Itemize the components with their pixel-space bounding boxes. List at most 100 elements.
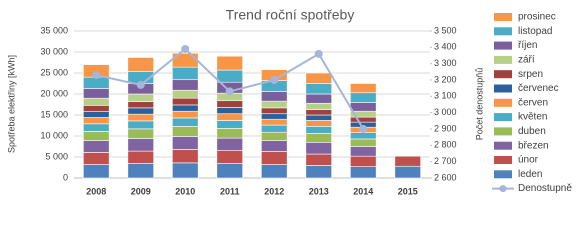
line-marker (136, 80, 145, 89)
y2-tick-label: 2 800 (434, 140, 457, 150)
line-marker (92, 71, 101, 80)
x-tick-label: 2008 (86, 186, 106, 196)
bar-segment (83, 117, 110, 125)
bar-segment (127, 101, 154, 109)
bar-segment (172, 89, 199, 99)
x-tick-label: 2011 (220, 186, 240, 196)
bar-segment (305, 126, 332, 134)
legend-label: červen (518, 97, 548, 108)
bar-segment (172, 66, 199, 81)
bar-segment (172, 126, 199, 137)
bar-segment (261, 91, 288, 102)
bar-segment (305, 142, 332, 155)
bar-segment (350, 83, 377, 94)
bar-segment (172, 136, 199, 150)
bar-segment (83, 105, 110, 112)
bar-segment (127, 150, 154, 164)
legend-swatch (494, 41, 512, 50)
x-tick-label: 2010 (175, 186, 195, 196)
bar-segment (350, 102, 377, 112)
y-tick-label: 35 000 (40, 25, 68, 35)
bar-segment (216, 55, 243, 71)
bar-segment (83, 111, 110, 118)
line-marker (270, 76, 279, 84)
bar-segment (261, 124, 288, 133)
bar-segment (216, 128, 243, 139)
bar-segment (127, 93, 154, 102)
bar-segment (350, 132, 377, 140)
x-tick-label: 2015 (398, 186, 418, 196)
legend-swatch (494, 70, 512, 79)
y2-tick-label: 2 900 (434, 123, 457, 133)
y-tick-label: 20 000 (40, 88, 68, 98)
bar-segment (261, 100, 288, 109)
bar-segment (261, 164, 288, 179)
legend-label: září (518, 55, 535, 66)
bar-segment (350, 138, 377, 147)
bar-segment (127, 107, 154, 115)
bar-segment (83, 164, 110, 179)
bar-segment (127, 138, 154, 152)
legend-label: červenec (518, 83, 559, 94)
y-axis-label: Spotřeba elektřiny [kWh] (6, 55, 16, 153)
line-marker (181, 44, 190, 53)
bar-segment (261, 131, 288, 141)
bar-segment (172, 117, 199, 127)
legend-swatch (494, 170, 512, 179)
bar-segment (216, 100, 243, 108)
legend-swatch (494, 98, 512, 107)
bar-segment (83, 97, 110, 106)
x-tick-label: 2009 (131, 186, 151, 196)
bar-segment (261, 118, 288, 126)
legend-label: únor (518, 155, 539, 166)
y2-tick-label: 2 600 (434, 172, 457, 182)
bar-segment (350, 155, 377, 167)
legend-label: prosinec (518, 12, 556, 23)
chart: Trend roční spotřeby Spotřeba elektřiny … (6, 7, 572, 197)
legend-swatch (494, 27, 512, 36)
bar-segment (172, 110, 199, 119)
bar-segment (172, 97, 199, 106)
y2-tick-label: 3 100 (434, 91, 457, 101)
bar-segment (127, 113, 154, 122)
bar-segment (83, 123, 110, 132)
line-marker (359, 125, 368, 133)
bar-segment (350, 116, 377, 123)
bar-segment (127, 128, 154, 139)
bar-segment (305, 133, 332, 143)
legend-swatch (494, 113, 512, 122)
x-tick-label: 2014 (353, 186, 373, 196)
bar-segment (261, 113, 288, 120)
bar-segment (172, 149, 199, 164)
bar-segment (350, 92, 377, 103)
y2-tick-label: 3 300 (434, 58, 457, 68)
legend-label: Denostupně (518, 183, 572, 194)
bar-segment (305, 120, 332, 127)
bar-segment (172, 79, 199, 91)
bar-segment (83, 140, 110, 153)
bar-segment (350, 166, 377, 179)
bar-segment (305, 93, 332, 104)
y-tick-label: 15 000 (40, 109, 68, 119)
legend-label: březen (518, 140, 549, 151)
bar-segment (83, 152, 110, 165)
legend-label: květen (518, 112, 547, 123)
bar-segment (216, 69, 243, 83)
y2-tick-label: 2 700 (434, 156, 457, 166)
y2-axis-label: Počet denostupňů (474, 68, 484, 141)
bar-segment (216, 107, 243, 115)
bar-segment (305, 114, 332, 121)
bar-segment (127, 163, 154, 179)
legend-swatch (494, 13, 512, 21)
x-tick-label: 2013 (309, 186, 329, 196)
legend-label: listopad (518, 26, 552, 37)
y2-tick-label: 3 000 (434, 107, 457, 117)
bar-segment (172, 104, 199, 112)
y-tick-label: 10 000 (40, 130, 68, 140)
legend-label: leden (518, 169, 542, 180)
bar-segment (350, 146, 377, 157)
y2-tick-label: 3 400 (434, 42, 457, 52)
legend-swatch (494, 55, 512, 64)
legend-label: duben (518, 126, 546, 137)
bar-segment (127, 120, 154, 130)
